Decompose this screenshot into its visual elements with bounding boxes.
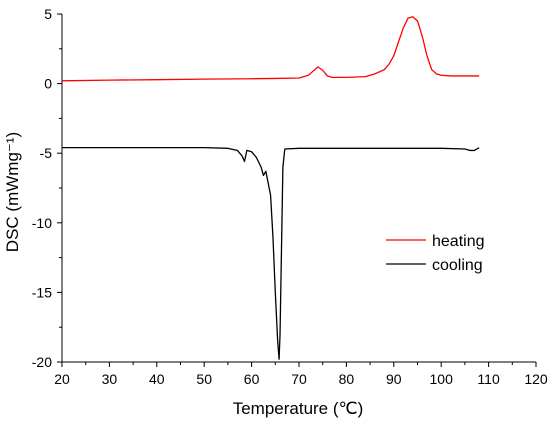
series-line-heating — [61, 16, 480, 82]
legend-label-heating: heating — [432, 233, 485, 250]
legend-label-cooling: cooling — [432, 257, 483, 274]
x-tick-label: 50 — [196, 371, 212, 387]
x-tick-label: 120 — [524, 371, 548, 387]
y-axis-title: DSC (mWmg⁻¹) — [3, 132, 22, 252]
y-tick-label: -10 — [32, 215, 52, 231]
x-tick-label: 30 — [102, 371, 118, 387]
x-tick-label: 110 — [477, 371, 500, 387]
series-line-cooling — [62, 146, 480, 360]
x-tick-label: 70 — [291, 371, 307, 387]
x-tick-label: 80 — [339, 371, 355, 387]
x-tick-label: 20 — [54, 371, 70, 387]
y-tick-label: -15 — [32, 284, 52, 300]
y-tick-label: 5 — [44, 6, 52, 22]
legend: heating cooling — [386, 233, 485, 274]
x-tick-label: 40 — [149, 371, 165, 387]
x-axis-title: Temperature (℃) — [233, 399, 364, 418]
y-tick-label: -5 — [40, 145, 53, 161]
x-tick-label: 90 — [386, 371, 402, 387]
y-tick-label: 0 — [44, 76, 52, 92]
x-tick-label: 100 — [430, 371, 454, 387]
x-tick-label: 60 — [244, 371, 260, 387]
y-tick-label: -20 — [32, 354, 52, 370]
